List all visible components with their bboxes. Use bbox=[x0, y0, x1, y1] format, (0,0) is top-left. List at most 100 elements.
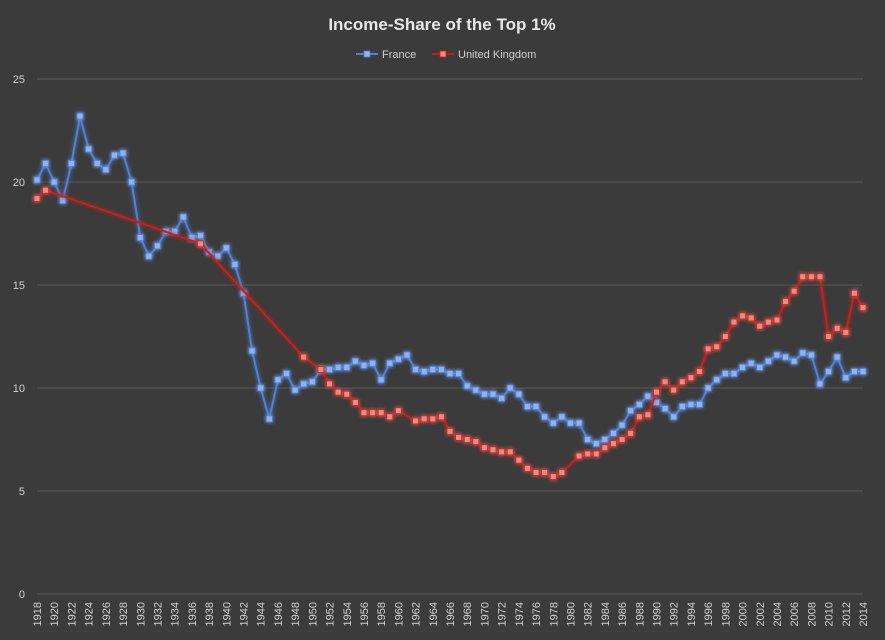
data-point-france bbox=[377, 376, 385, 384]
data-point-france bbox=[300, 380, 308, 388]
data-point-france bbox=[429, 366, 437, 373]
series-group bbox=[33, 112, 867, 480]
data-point-france bbox=[498, 394, 506, 402]
data-point-france bbox=[231, 260, 239, 268]
data-point-france bbox=[463, 382, 471, 390]
data-point-uk bbox=[334, 388, 342, 396]
data-point-france bbox=[627, 407, 635, 415]
data-point-uk bbox=[506, 448, 514, 456]
data-point-uk bbox=[825, 333, 832, 340]
x-tick-label: 1946 bbox=[273, 602, 285, 626]
x-tick-label: 1932 bbox=[152, 602, 164, 626]
data-point-france bbox=[678, 403, 686, 410]
legend-label-uk: United Kingdom bbox=[458, 49, 536, 61]
data-point-france bbox=[644, 392, 652, 400]
data-point-france bbox=[76, 112, 84, 120]
data-point-france bbox=[481, 390, 488, 398]
x-tick-label: 1966 bbox=[445, 602, 457, 626]
data-point-uk bbox=[197, 240, 204, 248]
data-point-france bbox=[265, 415, 273, 423]
series-line-france bbox=[36, 115, 863, 445]
y-tick-label: 10 bbox=[13, 383, 25, 395]
data-point-france bbox=[532, 403, 540, 410]
data-point-france bbox=[68, 160, 75, 167]
data-point-france bbox=[351, 357, 359, 365]
data-point-france bbox=[274, 376, 282, 384]
x-tick-label: 2012 bbox=[841, 602, 853, 626]
x-axis-ticks: 1918 1920 1922 1924 1926 1928 1930 1932 1934 1936… bbox=[32, 602, 870, 626]
data-point-uk bbox=[317, 366, 325, 373]
legend-item-france: France bbox=[356, 49, 416, 61]
legend-marker-uk bbox=[439, 50, 447, 58]
data-point-france bbox=[214, 252, 222, 260]
x-tick-label: 1984 bbox=[600, 602, 612, 626]
data-point-france bbox=[360, 361, 368, 369]
data-point-france bbox=[549, 419, 557, 427]
data-point-uk bbox=[360, 409, 368, 417]
data-point-france bbox=[601, 436, 609, 443]
data-point-uk bbox=[739, 312, 746, 320]
series-france bbox=[33, 112, 867, 448]
data-point-france bbox=[764, 357, 772, 365]
data-point-uk bbox=[481, 444, 488, 452]
data-point-france bbox=[807, 351, 815, 359]
data-point-france bbox=[102, 166, 110, 174]
data-point-uk bbox=[713, 343, 721, 351]
chart-title: Income-Share of the Top 1% bbox=[328, 15, 555, 34]
x-tick-label: 1934 bbox=[170, 602, 182, 626]
data-point-uk bbox=[515, 456, 523, 464]
data-point-france bbox=[472, 386, 480, 394]
data-point-france bbox=[687, 401, 695, 408]
x-tick-label: 1958 bbox=[376, 602, 388, 626]
data-point-uk bbox=[782, 298, 789, 305]
x-tick-label: 1962 bbox=[411, 602, 423, 626]
data-point-france bbox=[111, 151, 118, 159]
x-tick-label: 1968 bbox=[462, 602, 474, 626]
y-tick-label: 15 bbox=[13, 280, 25, 292]
data-point-uk bbox=[756, 322, 764, 330]
data-point-france bbox=[59, 197, 67, 204]
x-tick-label: 1922 bbox=[66, 602, 78, 626]
data-point-france bbox=[154, 242, 161, 250]
x-tick-label: 1976 bbox=[531, 602, 543, 626]
data-point-france bbox=[412, 366, 419, 373]
x-tick-label: 1920 bbox=[49, 602, 61, 626]
data-point-uk bbox=[326, 380, 333, 388]
data-point-uk bbox=[343, 390, 351, 398]
data-point-france bbox=[782, 353, 789, 361]
x-tick-label: 1952 bbox=[325, 602, 337, 626]
data-point-france bbox=[816, 380, 824, 388]
y-tick-label: 0 bbox=[19, 589, 25, 601]
data-point-uk bbox=[541, 469, 549, 476]
data-point-uk bbox=[678, 378, 686, 386]
data-point-france bbox=[524, 403, 531, 410]
data-point-france bbox=[833, 353, 841, 361]
data-point-france bbox=[859, 368, 867, 375]
x-tick-label: 2004 bbox=[772, 602, 784, 626]
data-point-uk bbox=[489, 446, 497, 454]
data-point-france bbox=[257, 384, 265, 392]
data-point-france bbox=[825, 368, 832, 375]
data-point-uk bbox=[420, 415, 428, 423]
data-point-france bbox=[283, 370, 290, 377]
data-point-uk bbox=[532, 469, 540, 476]
data-point-france bbox=[713, 376, 721, 384]
data-point-france bbox=[420, 368, 428, 375]
data-point-uk bbox=[730, 318, 738, 326]
data-point-france bbox=[93, 160, 101, 167]
data-point-france bbox=[291, 386, 299, 394]
data-point-france bbox=[343, 363, 351, 371]
x-tick-label: 1998 bbox=[720, 602, 732, 626]
data-point-uk bbox=[524, 464, 531, 472]
data-point-france bbox=[248, 347, 256, 355]
data-point-france bbox=[721, 370, 729, 377]
data-point-france bbox=[334, 363, 342, 371]
series-uk bbox=[33, 186, 867, 480]
x-tick-label: 1996 bbox=[703, 602, 715, 626]
data-point-uk bbox=[687, 374, 695, 382]
data-point-france bbox=[179, 213, 187, 221]
data-point-uk bbox=[472, 438, 480, 445]
x-tick-label: 1990 bbox=[652, 602, 664, 626]
